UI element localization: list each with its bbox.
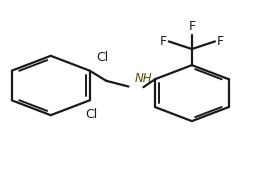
Text: Cl: Cl (85, 108, 97, 121)
Text: F: F (160, 35, 167, 48)
Text: F: F (217, 35, 224, 48)
Text: Cl: Cl (96, 51, 108, 64)
Text: NH: NH (135, 72, 152, 85)
Text: F: F (188, 20, 195, 33)
